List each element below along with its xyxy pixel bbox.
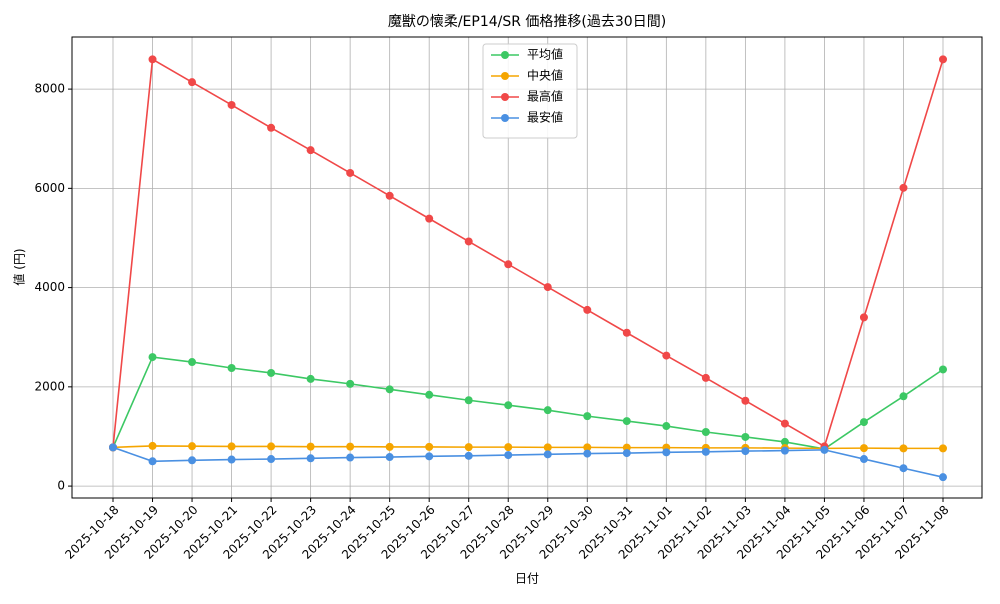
- data-point: [662, 351, 671, 360]
- y-axis-label: 値 (円): [12, 248, 27, 285]
- data-point: [188, 78, 197, 87]
- data-point: [741, 447, 750, 456]
- data-point: [227, 442, 236, 451]
- legend-label: 中央値: [527, 68, 563, 83]
- data-point: [188, 442, 197, 451]
- data-point: [385, 191, 394, 200]
- legend-marker: [501, 72, 509, 80]
- data-point: [385, 453, 394, 462]
- data-point: [188, 358, 197, 367]
- data-point: [780, 437, 789, 446]
- data-point: [701, 428, 710, 437]
- data-point: [899, 183, 908, 192]
- data-point: [583, 305, 592, 314]
- data-point: [227, 100, 236, 109]
- plot-frame: [71, 36, 983, 499]
- legend-marker: [501, 93, 509, 101]
- data-point: [425, 442, 434, 451]
- data-point: [939, 55, 947, 64]
- y-tick-label: 4000: [34, 280, 65, 294]
- data-point: [267, 455, 276, 464]
- chart-title: 魔獣の懐柔/EP14/SR 価格推移(過去30日間): [388, 13, 666, 30]
- data-point: [385, 385, 394, 394]
- series-line: [112, 446, 944, 478]
- data-point: [583, 443, 592, 452]
- data-point: [583, 412, 592, 421]
- data-point: [543, 443, 552, 452]
- x-axis-label: 日付: [515, 572, 539, 586]
- data-point: [227, 455, 236, 464]
- data-point: [859, 455, 868, 464]
- legend-label: 平均値: [527, 47, 563, 62]
- legend-label: 最高値: [527, 89, 563, 104]
- data-point: [543, 283, 552, 292]
- data-point: [267, 123, 276, 132]
- data-point: [504, 451, 513, 460]
- legend-marker: [501, 114, 509, 122]
- data-point: [346, 442, 355, 451]
- data-point: [306, 374, 315, 383]
- series-line: [112, 58, 944, 448]
- y-tick-label: 6000: [34, 181, 65, 195]
- legend-marker: [501, 51, 509, 59]
- data-point: [780, 419, 789, 428]
- data-point: [622, 328, 631, 337]
- data-point: [464, 443, 473, 452]
- legend-label: 最安値: [527, 110, 563, 125]
- data-point: [464, 396, 473, 405]
- data-point: [939, 365, 947, 374]
- data-point: [899, 464, 908, 473]
- data-point: [306, 454, 315, 463]
- data-point: [859, 313, 868, 322]
- data-point: [622, 449, 631, 458]
- series-line: [112, 445, 943, 450]
- data-point: [267, 368, 276, 377]
- data-point: [939, 444, 947, 453]
- data-point: [227, 363, 236, 372]
- data-point: [741, 432, 750, 441]
- data-point: [820, 445, 829, 454]
- data-point: [583, 449, 592, 458]
- data-point: [464, 451, 473, 460]
- data-point: [267, 442, 276, 451]
- data-point: [346, 168, 355, 177]
- data-point: [543, 450, 552, 459]
- data-point: [148, 441, 157, 450]
- data-point: [346, 379, 355, 388]
- data-point: [504, 443, 513, 452]
- data-point: [109, 443, 117, 452]
- y-tick-label: 0: [57, 479, 65, 493]
- data-point: [504, 401, 513, 410]
- y-tick-label: 2000: [34, 379, 65, 393]
- data-point: [346, 453, 355, 462]
- data-point: [385, 442, 394, 451]
- data-point: [859, 444, 868, 453]
- data-point: [859, 418, 868, 427]
- data-point: [425, 452, 434, 461]
- data-point: [780, 446, 789, 455]
- data-point: [148, 353, 157, 362]
- series-line: [112, 356, 944, 450]
- data-point: [622, 417, 631, 426]
- data-point: [425, 214, 434, 223]
- data-point: [701, 373, 710, 382]
- data-point: [662, 448, 671, 457]
- data-point: [939, 473, 947, 482]
- data-point: [662, 422, 671, 431]
- y-tick-label: 8000: [34, 82, 65, 96]
- data-point: [504, 260, 513, 269]
- data-point: [464, 237, 473, 246]
- data-point: [306, 146, 315, 155]
- data-point: [899, 392, 908, 401]
- data-point: [543, 406, 552, 415]
- data-point: [701, 447, 710, 456]
- data-point: [899, 444, 908, 453]
- data-point: [425, 390, 434, 399]
- data-point: [148, 55, 157, 64]
- data-point: [741, 396, 750, 405]
- data-point: [148, 457, 157, 466]
- data-point: [188, 456, 197, 465]
- data-point: [306, 442, 315, 451]
